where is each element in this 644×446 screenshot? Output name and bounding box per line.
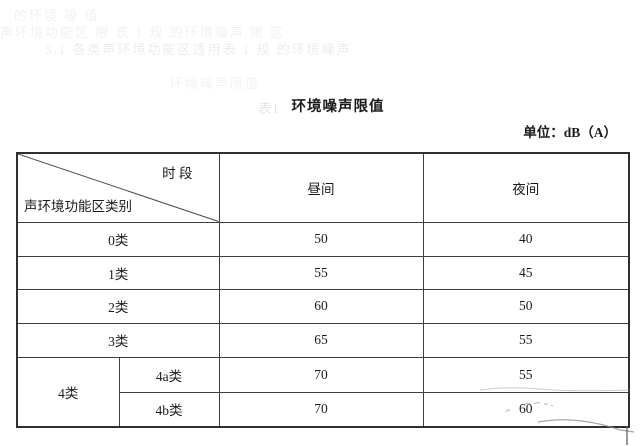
night-value-cell: 55 [422,322,630,358]
diagonal-header-cell: 时 段 声环境功能区类别 [16,152,220,223]
subcategory-cell: 4b类 [118,391,220,428]
day-value-cell: 70 [218,391,424,428]
day-value-cell: 50 [218,221,424,257]
category-cell: 1类 [16,255,220,290]
faded-text-line: 声环境功能区 限 表 1 规 的环境噪声 限 区 [0,25,286,40]
day-value-cell: 55 [218,255,424,290]
night-value-cell: 55 [422,356,630,393]
table-row: 3类 65 55 [16,322,630,358]
unit-label: 单位：dB（A） [523,125,617,140]
header-function-zone-label: 声环境功能区类别 [24,198,132,214]
noise-limit-table: 时 段 声环境功能区类别 昼间 夜间 0类 50 40 1类 55 45 2类 … [16,152,630,428]
category-cell: 3类 [16,322,220,358]
table-row: 1类 55 45 [16,255,630,290]
table-title: 环境噪声限值 [291,99,385,115]
diagonal-divider-line [18,154,219,222]
header-time-period-label: 时 段 [162,166,193,181]
column-header-daytime: 昼间 [218,152,424,223]
day-value-cell: 65 [218,322,424,358]
day-value-cell: 60 [218,288,424,324]
category-cell: 0类 [16,221,220,257]
table-row: 0类 50 40 [16,221,630,257]
header-row: 时 段 声环境功能区类别 昼间 夜间 [16,152,630,223]
night-value-cell: 45 [422,255,630,290]
night-value-cell: 40 [422,221,630,257]
night-value-cell: 50 [422,288,630,324]
column-header-nighttime: 夜间 [422,152,630,223]
day-value-cell: 70 [218,356,424,393]
table-row: 4类 4a类 70 55 [16,356,630,428]
category-group-cell: 4类 [16,356,120,428]
night-value-cell: 60 [422,391,630,428]
faded-text-line: 的环境 噪 值 [14,8,100,23]
faded-text-line: 5.1 各类声环境功能区适用表 1 规 的环境噪声 [45,42,352,57]
category-cell: 2类 [16,288,220,324]
table-row: 2类 60 50 [16,288,630,324]
subcategory-cell: 4a类 [118,356,220,393]
faded-text-line: 环境噪声限值 [170,76,261,91]
